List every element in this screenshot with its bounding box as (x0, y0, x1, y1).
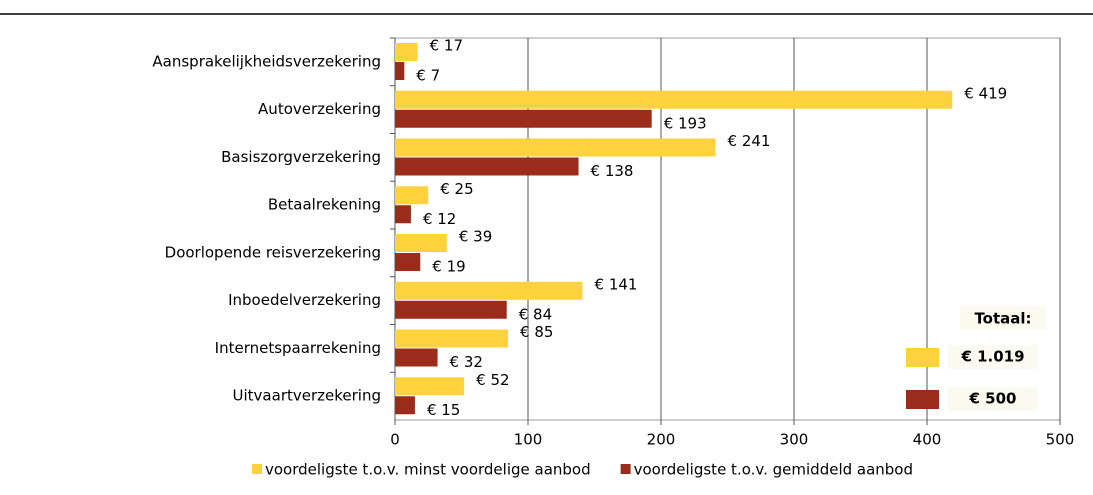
value-label: € 25 (440, 180, 473, 198)
totals-swatch (906, 390, 939, 409)
y-tick-label: Uitvaartverzekering (233, 387, 381, 405)
value-label: € 12 (423, 210, 456, 228)
value-label: € 19 (432, 258, 465, 276)
value-label: € 84 (519, 305, 552, 323)
totals-bg (960, 306, 1046, 330)
x-tick-label: 100 (514, 431, 543, 449)
value-label: € 193 (664, 114, 707, 132)
value-label: € 15 (427, 401, 460, 419)
totals-title: Totaal: (974, 310, 1031, 328)
legend-swatch (252, 464, 262, 474)
value-label: € 241 (728, 132, 771, 150)
bar (395, 253, 421, 271)
bar (395, 90, 953, 109)
bar (395, 300, 507, 319)
value-label: € 52 (476, 371, 509, 389)
bar (395, 348, 438, 367)
value-label: € 138 (591, 162, 634, 180)
y-tick-label: Internetspaarrekening (215, 339, 381, 357)
value-label: € 7 (416, 67, 440, 85)
bar (395, 43, 418, 61)
bar (395, 281, 583, 300)
value-label: € 39 (459, 228, 492, 246)
value-label: € 419 (964, 84, 1007, 102)
x-tick-label: 0 (390, 431, 400, 449)
legend-label: voordeligste t.o.v. minst voordelige aan… (265, 461, 591, 479)
bar (395, 396, 415, 415)
x-tick-label: 400 (913, 431, 942, 449)
bar (395, 205, 411, 224)
bar (395, 138, 716, 157)
totals-swatch (906, 348, 939, 367)
x-tick-label: 200 (647, 431, 676, 449)
y-tick-label: Aansprakelijkheidsverzekering (152, 52, 381, 70)
x-tick-label: 500 (1046, 431, 1075, 449)
y-tick-label: Autoverzekering (258, 100, 381, 118)
value-label: € 85 (520, 323, 553, 341)
x-tick-label: 300 (780, 431, 809, 449)
bar (395, 377, 465, 396)
y-tick-label: Doorlopende reisverzekering (165, 243, 381, 261)
value-label: € 32 (450, 353, 483, 371)
y-tick-label: Basiszorgverzekering (221, 148, 381, 166)
y-tick-label: Inboedelverzekering (228, 291, 381, 309)
totals-label-bg (948, 345, 1038, 369)
y-tick-label: Betaalrekening (268, 196, 381, 214)
totals-label: € 1.019 (960, 348, 1024, 366)
bar (395, 109, 652, 128)
value-label: € 141 (595, 275, 638, 293)
bar (395, 329, 509, 348)
legend-label: voordeligste t.o.v. gemiddeld aanbod (634, 461, 913, 479)
value-label: € 17 (430, 37, 463, 55)
legend-swatch (620, 464, 631, 474)
totals-label-bg (948, 387, 1038, 411)
bar (395, 62, 405, 80)
bar (395, 234, 447, 252)
totals-label: € 500 (969, 390, 1017, 408)
bar (395, 186, 429, 205)
bar (395, 157, 579, 176)
